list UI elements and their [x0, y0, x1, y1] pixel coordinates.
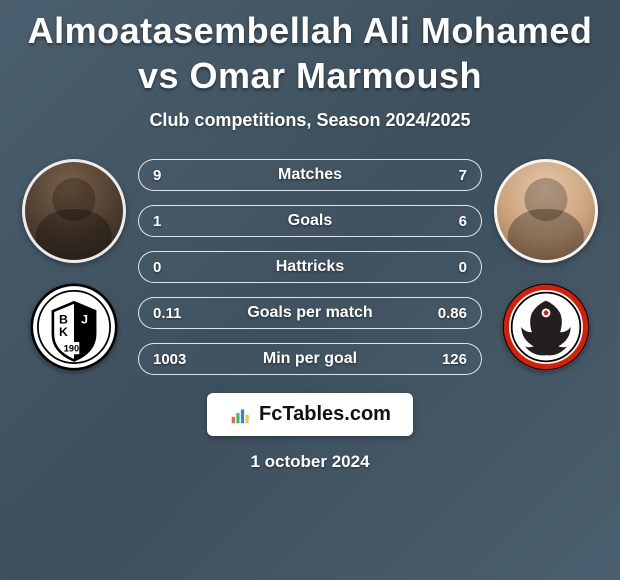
- stat-right-value: 0: [419, 259, 467, 276]
- stat-left-value: 9: [153, 167, 201, 184]
- page-subtitle: Club competitions, Season 2024/2025: [149, 110, 470, 131]
- comparison-card: Almoatasembellah Ali Mohamed vs Omar Mar…: [0, 0, 620, 580]
- eintracht-badge-icon: [502, 283, 590, 371]
- left-player-photo: [22, 159, 126, 263]
- svg-text:J: J: [81, 312, 88, 326]
- right-player-photo: [494, 159, 598, 263]
- page-title: Almoatasembellah Ali Mohamed vs Omar Mar…: [0, 8, 620, 98]
- right-player-column: [486, 159, 606, 371]
- bar-chart-icon: [229, 404, 251, 426]
- besiktas-badge-icon: B K J 1903 1903: [30, 283, 118, 371]
- brand-text: FcTables.com: [259, 403, 391, 426]
- stat-row-goals-per-match: 0.11 Goals per match 0.86: [138, 297, 482, 329]
- stat-right-value: 6: [419, 213, 467, 230]
- stat-left-value: 0.11: [153, 305, 201, 322]
- stat-right-value: 7: [419, 167, 467, 184]
- stat-row-min-per-goal: 1003 Min per goal 126: [138, 343, 482, 375]
- comparison-date: 1 october 2024: [250, 452, 369, 472]
- left-club-badge: B K J 1903 1903: [30, 283, 118, 371]
- svg-text:K: K: [59, 325, 68, 339]
- stat-left-value: 1: [153, 213, 201, 230]
- left-player-column: B K J 1903 1903: [14, 159, 134, 371]
- stat-row-matches: 9 Matches 7: [138, 159, 482, 191]
- stat-left-value: 0: [153, 259, 201, 276]
- stat-right-value: 0.86: [419, 305, 467, 322]
- brand-badge: FcTables.com: [207, 393, 413, 436]
- svg-text:1903: 1903: [64, 344, 85, 354]
- right-club-badge: [502, 283, 590, 371]
- stat-label: Min per goal: [201, 350, 419, 368]
- stat-label: Matches: [201, 166, 419, 184]
- stat-label: Goals: [201, 212, 419, 230]
- stat-left-value: 1003: [153, 351, 201, 368]
- stat-right-value: 126: [419, 351, 467, 368]
- stat-row-hattricks: 0 Hattricks 0: [138, 251, 482, 283]
- stat-row-goals: 1 Goals 6: [138, 205, 482, 237]
- stats-column: 9 Matches 7 1 Goals 6 0 Hattricks 0 0.11…: [134, 159, 486, 375]
- comparison-body: B K J 1903 1903 9 Matches 7 1 Goals 6: [0, 159, 620, 375]
- stat-label: Hattricks: [201, 258, 419, 276]
- stat-label: Goals per match: [201, 304, 419, 322]
